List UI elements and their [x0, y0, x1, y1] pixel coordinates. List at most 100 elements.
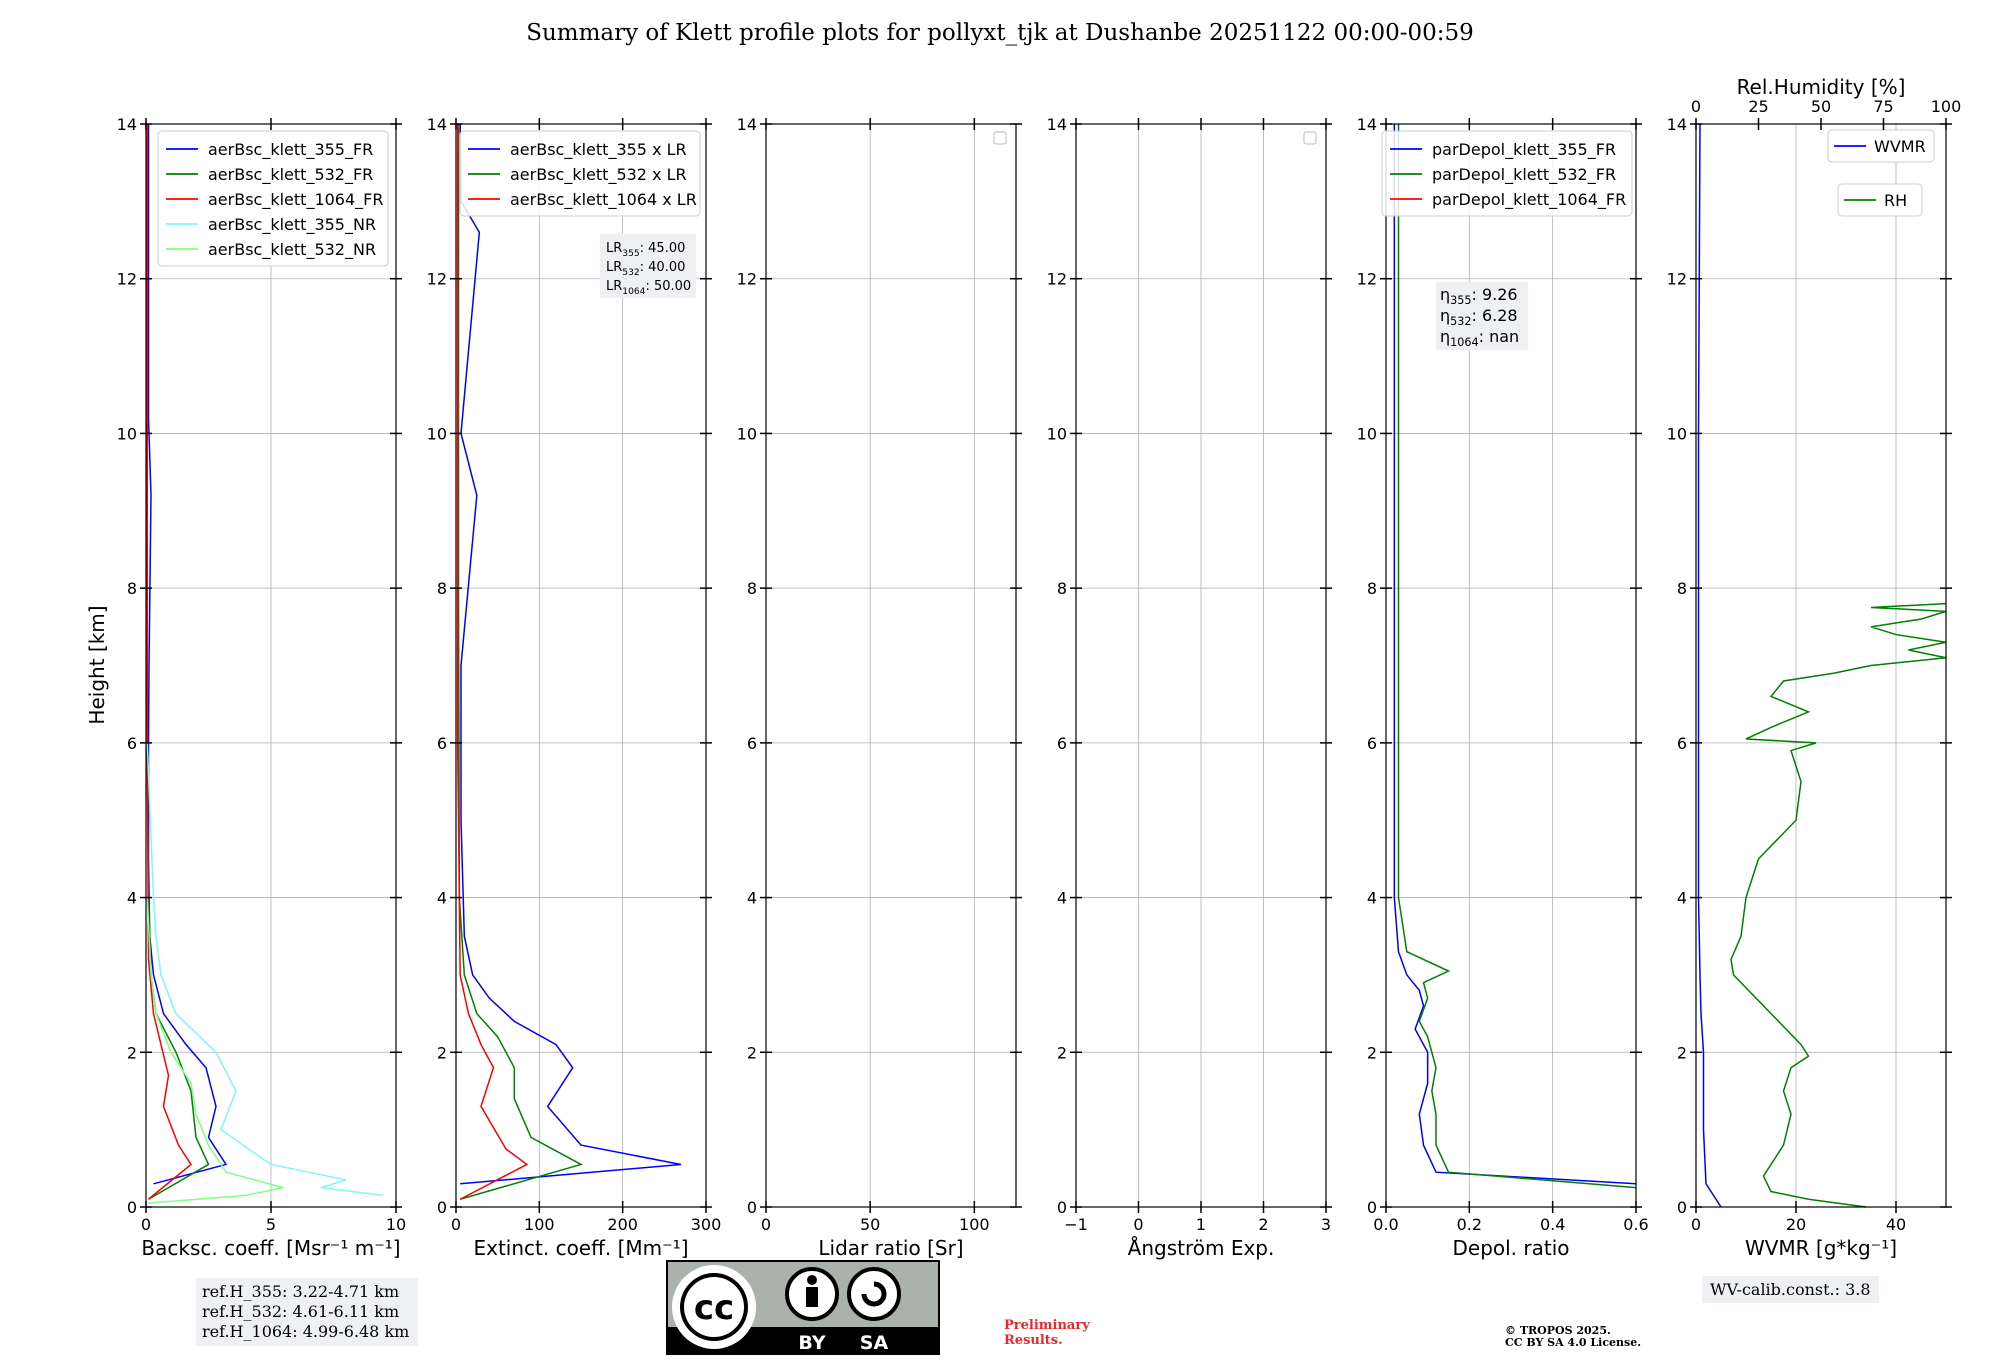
top-x-tick-label-50: 50 [1811, 97, 1831, 116]
x-tick-label-20: 20 [1786, 1215, 1806, 1234]
legend-label-aerBsc_klett_532 x LR: aerBsc_klett_532 x LR [510, 165, 687, 185]
x-tick-label-0: 0 [141, 1215, 151, 1234]
series-line-parDepol_klett_532_FR [1397, 124, 1637, 1189]
y-tick-label-8: 8 [1367, 579, 1377, 598]
panel-wvmr-rh [1690, 123, 1952, 1213]
y-tick-label-0: 0 [747, 1198, 757, 1217]
empty-legend [993, 131, 1007, 145]
panel-frame [1385, 123, 1637, 1208]
x-tick-label-300: 300 [691, 1215, 722, 1234]
panel-depolarization [1380, 118, 1642, 1213]
top-x-axis-label: Rel.Humidity [%] [1737, 75, 1906, 99]
y-tick-label-10: 10 [737, 424, 757, 443]
y-tick-label-6: 6 [1057, 734, 1067, 753]
top-x-tick-label-0: 0 [1691, 97, 1701, 116]
eta-value-355: η355: 9.26 [1440, 285, 1518, 307]
series-line-aerBsc_klett_532_NR [146, 897, 284, 1204]
reference-height-box: ref.H_355: 3.22-4.71 km ref.H_532: 4.61-… [196, 1278, 418, 1346]
y-tick-label-14: 14 [1667, 115, 1687, 134]
legend-label-parDepol_klett_1064_FR: parDepol_klett_1064_FR [1432, 190, 1626, 210]
y-tick-label-0: 0 [127, 1198, 137, 1217]
x-tick-label-1: 1 [1196, 1215, 1206, 1234]
y-tick-label-4: 4 [1057, 889, 1067, 908]
x-tick-label-10: 10 [386, 1215, 406, 1234]
legend-box-RH [1837, 183, 1923, 217]
x-tick-label-0: 0.0 [1373, 1215, 1398, 1234]
panel-lidar-ratio [760, 118, 1022, 1213]
series-line-aerBsc_klett_1064 x LR [456, 124, 529, 1200]
y-tick-label-2: 2 [127, 1043, 137, 1062]
y-tick-label-4: 4 [1677, 889, 1687, 908]
y-tick-label-6: 6 [127, 734, 137, 753]
y-tick-label-10: 10 [1357, 424, 1377, 443]
y-tick-label-2: 2 [1677, 1043, 1687, 1062]
preliminary-line-2: Results. [1004, 1333, 1063, 1348]
legend-label-aerBsc_klett_355_NR: aerBsc_klett_355_NR [208, 215, 376, 235]
y-tick-label-12: 12 [1357, 270, 1377, 289]
legend-label-aerBsc_klett_532_FR: aerBsc_klett_532_FR [208, 165, 373, 185]
series-line-aerBsc_klett_532_FR [146, 124, 210, 1200]
series-line-parDepol_klett_355_FR [1393, 124, 1637, 1185]
y-tick-label-6: 6 [437, 734, 447, 753]
y-tick-label-12: 12 [427, 270, 447, 289]
eta-value-1064: η1064: nan [1440, 327, 1519, 349]
y-tick-label-14: 14 [427, 115, 447, 134]
y-tick-label-8: 8 [437, 579, 447, 598]
eta-value-532: η532: 6.28 [1440, 306, 1518, 328]
series-line-aerBsc_klett_355 x LR [459, 123, 682, 1185]
x-tick-label-0: 0 [451, 1215, 461, 1234]
series-line-aerBsc_klett_1064_FR [146, 124, 192, 1200]
preliminary-line-1: Preliminary [1004, 1318, 1090, 1333]
eta-box [1436, 282, 1528, 350]
y-tick-label-14: 14 [737, 115, 757, 134]
lr-value-1064: LR1064: 50.00 [606, 279, 691, 297]
x-axis-label: WVMR [g*kg⁻¹] [1745, 1236, 1897, 1260]
y-tick-label-2: 2 [1367, 1043, 1377, 1062]
legend-box-WVMR [1827, 129, 1935, 163]
wv-calibration-box: WV-calib.const.: 3.8 [1702, 1276, 1879, 1303]
ref-height-532: ref.H_532: 4.61-6.11 km [202, 1302, 400, 1321]
series-line-RH [1730, 602, 1947, 1208]
x-tick-label-50: 50 [860, 1215, 880, 1234]
legend-label-aerBsc_klett_532_NR: aerBsc_klett_532_NR [208, 240, 376, 260]
x-axis-label: Lidar ratio [Sr] [818, 1236, 963, 1260]
panel-angstrom [1070, 118, 1332, 1213]
y-tick-label-8: 8 [1057, 579, 1067, 598]
y-tick-label-0: 0 [1367, 1198, 1377, 1217]
x-tick-label-2: 2 [1258, 1215, 1268, 1234]
x-axis-label: Extinct. coeff. [Mm⁻¹] [473, 1236, 688, 1260]
series-line-WVMR [1697, 123, 1722, 1208]
cc-logo-text: cc [694, 1288, 734, 1328]
y-tick-label-6: 6 [747, 734, 757, 753]
sa-label: SA [860, 1332, 889, 1354]
legend-label-WVMR: WVMR [1874, 137, 1926, 156]
legend-box [1381, 130, 1633, 217]
x-axis-label: Depol. ratio [1452, 1236, 1569, 1260]
series-line-aerBsc_klett_355_NR [146, 742, 384, 1197]
y-tick-label-12: 12 [117, 270, 137, 289]
x-tick-label-0: 0 [1133, 1215, 1143, 1234]
panel-backscatter [140, 118, 402, 1213]
y-tick-label-4: 4 [437, 889, 447, 908]
y-tick-label-10: 10 [117, 424, 137, 443]
ref-height-355: ref.H_355: 3.22-4.71 km [202, 1282, 400, 1301]
x-tick-label-5: 5 [266, 1215, 276, 1234]
cc-by-sa-logo: cc BY SA [666, 1260, 940, 1355]
preliminary-note: Preliminary Results. [1004, 1318, 1090, 1348]
y-tick-label-10: 10 [1667, 424, 1687, 443]
y-tick-label-8: 8 [1677, 579, 1687, 598]
legend-box [459, 130, 701, 217]
empty-legend [1303, 131, 1317, 145]
copyright-note: © TROPOS 2025. CC BY SA 4.0 License. [1505, 1325, 1641, 1349]
copyright-line-1: © TROPOS 2025. [1505, 1324, 1611, 1337]
panel-frame [765, 123, 1017, 1208]
y-tick-label-2: 2 [747, 1043, 757, 1062]
y-tick-label-2: 2 [437, 1043, 447, 1062]
figure-title: Summary of Klett profile plots for polly… [526, 20, 1474, 46]
panel-frame [1695, 123, 1947, 1208]
x-tick-label-3: 3 [1321, 1215, 1331, 1234]
x-axis-label: Ångström Exp. [1128, 1236, 1275, 1260]
legend-label-aerBsc_klett_1064 x LR: aerBsc_klett_1064 x LR [510, 190, 697, 210]
x-tick-label-0.2: 0.2 [1457, 1215, 1482, 1234]
